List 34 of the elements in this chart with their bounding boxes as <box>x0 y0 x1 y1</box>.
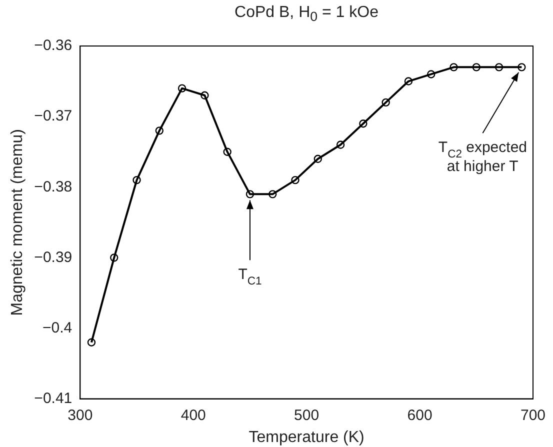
x-tick-label: 500 <box>294 406 320 424</box>
point <box>87 338 96 346</box>
point <box>155 126 164 135</box>
x-tick-label: 300 <box>68 406 93 424</box>
y-tick-label: −0.41 <box>34 390 72 407</box>
point <box>404 77 413 86</box>
point <box>110 254 118 262</box>
point <box>336 140 345 149</box>
point <box>291 176 300 184</box>
point <box>427 70 436 78</box>
point <box>314 154 322 163</box>
point <box>518 63 526 72</box>
y-tick-label: −0.38 <box>34 178 72 196</box>
x-tick-label: 400 <box>180 406 206 424</box>
point <box>268 190 277 198</box>
point <box>132 176 141 184</box>
y-tick-label: −0.36 <box>34 37 72 54</box>
point <box>359 120 368 128</box>
point <box>246 190 254 198</box>
point <box>178 84 186 92</box>
point <box>450 63 458 72</box>
point <box>472 63 480 72</box>
y-tick-label: −0.37 <box>34 108 72 125</box>
point <box>494 63 504 72</box>
y-tick-label: −0.39 <box>34 248 72 266</box>
point <box>200 91 209 100</box>
point <box>223 148 232 156</box>
x-axis-title: Temperature (K) <box>248 428 364 446</box>
x-tick-label: 600 <box>407 406 432 424</box>
x-tick-label: 700 <box>520 406 546 424</box>
y-tick-label: −0.4 <box>42 319 72 336</box>
point <box>382 98 390 107</box>
y-axis-title: Magnetic moment (memu) <box>9 129 26 316</box>
chart-title: CoPd B, H$_{0}$ = 1 kOe <box>234 4 380 24</box>
